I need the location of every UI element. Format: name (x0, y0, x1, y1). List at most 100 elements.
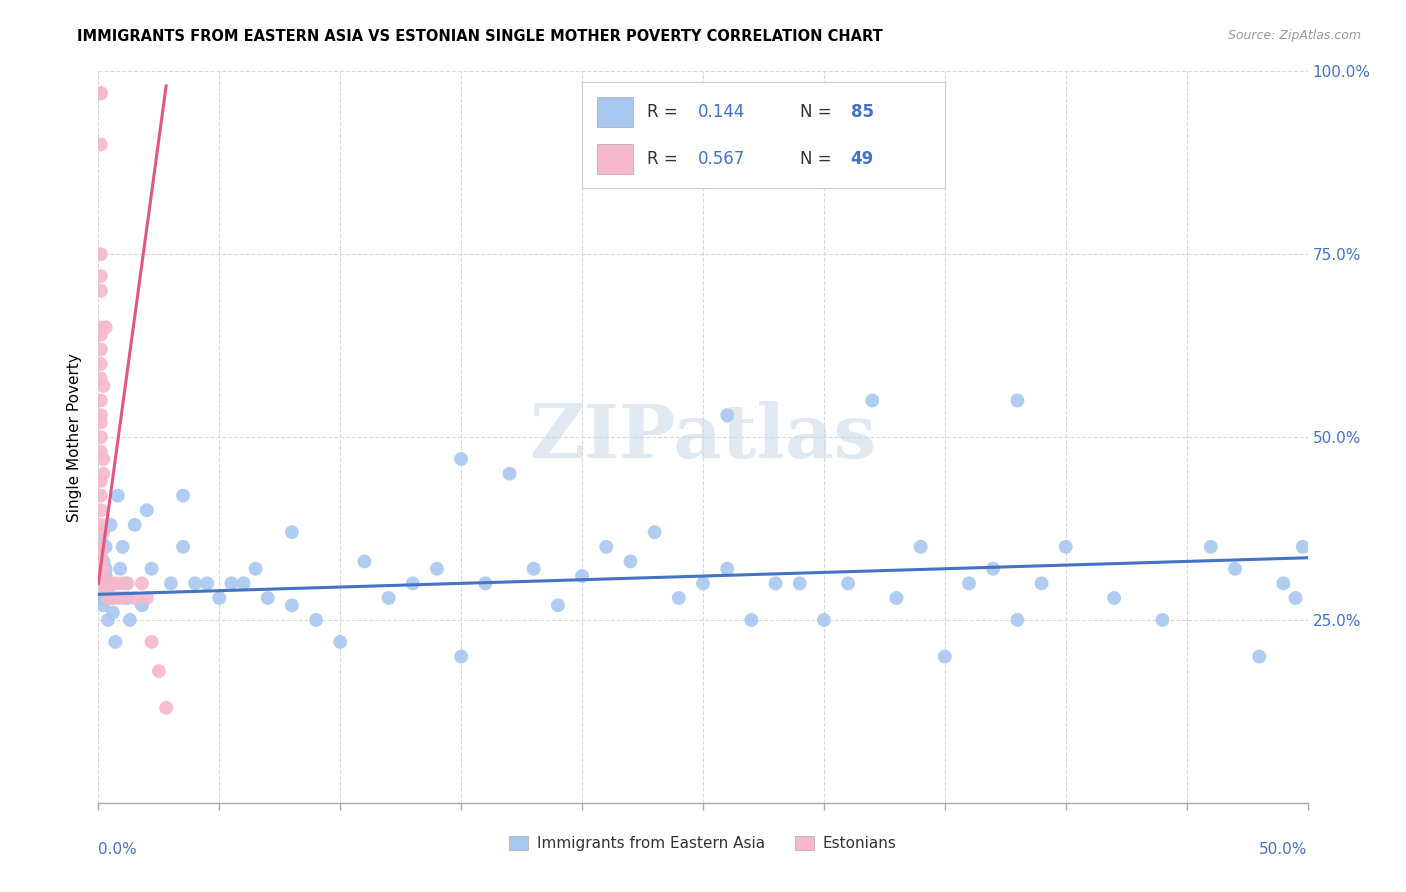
Point (221, 576, 243, 591)
Point (90, 503, 112, 517)
Point (91, 525, 114, 540)
Point (1199, 540, 1222, 554)
Point (1223, 562, 1246, 576)
Point (94, 540, 117, 554)
Point (114, 576, 136, 591)
Point (571, 569, 593, 583)
Point (100, 576, 122, 591)
Point (90, 327, 112, 342)
Point (305, 613, 328, 627)
Point (1152, 613, 1174, 627)
Point (94, 562, 117, 576)
Point (90, 569, 112, 583)
Point (377, 591, 399, 605)
Point (94, 576, 117, 591)
Point (1007, 613, 1029, 627)
Point (90, 489, 112, 503)
Point (118, 613, 141, 627)
Point (90, 357, 112, 371)
Point (90, 554, 112, 568)
Point (90, 269, 112, 284)
Point (91, 562, 114, 576)
Point (90, 408, 112, 422)
Point (1102, 591, 1125, 605)
Point (108, 562, 131, 576)
Point (860, 393, 883, 408)
Point (426, 562, 449, 576)
Point (813, 613, 835, 627)
Point (90, 430, 112, 444)
Point (789, 576, 811, 591)
Point (131, 599, 153, 613)
Point (91, 467, 114, 481)
Y-axis label: Single Mother Poverty: Single Mother Poverty (67, 352, 83, 522)
Point (90, 137, 112, 152)
Point (474, 576, 496, 591)
Point (91, 591, 114, 605)
Point (245, 562, 267, 576)
Point (90, 371, 112, 385)
Point (91, 576, 114, 591)
Point (208, 591, 231, 605)
Point (547, 599, 569, 613)
Point (402, 576, 425, 591)
Point (91, 562, 114, 576)
Point (1054, 540, 1077, 554)
Point (281, 599, 304, 613)
Point (155, 700, 177, 714)
Point (90, 533, 112, 547)
Point (595, 540, 617, 554)
Point (668, 591, 690, 605)
Point (107, 591, 129, 605)
Point (886, 591, 908, 605)
Point (135, 503, 157, 517)
Point (90, 576, 112, 591)
Point (160, 576, 183, 591)
Point (450, 649, 472, 664)
Point (90, 562, 112, 576)
Point (90, 284, 112, 298)
Point (619, 554, 641, 568)
Point (740, 613, 762, 627)
Text: ZIPatlas: ZIPatlas (530, 401, 876, 474)
Point (124, 517, 146, 532)
Point (107, 489, 129, 503)
Point (195, 576, 218, 591)
Point (101, 591, 124, 605)
Point (329, 635, 352, 649)
Point (94, 583, 117, 598)
Point (184, 576, 207, 591)
Point (256, 591, 278, 605)
Point (716, 408, 738, 422)
Point (172, 540, 194, 554)
Text: IMMIGRANTS FROM EASTERN ASIA VS ESTONIAN SINGLE MOTHER POVERTY CORRELATION CHART: IMMIGRANTS FROM EASTERN ASIA VS ESTONIAN… (77, 29, 883, 44)
Point (124, 591, 146, 605)
Point (90, 576, 112, 591)
Point (91, 452, 114, 467)
Point (90, 320, 112, 334)
Text: 50.0%: 50.0% (1260, 842, 1308, 856)
Point (90, 393, 112, 408)
Point (141, 635, 163, 649)
Point (90, 474, 112, 488)
Point (111, 540, 134, 554)
Point (148, 664, 170, 678)
Point (97, 576, 120, 591)
Point (90, 87, 112, 101)
Point (104, 576, 127, 591)
Point (94, 569, 117, 583)
Point (94, 576, 117, 591)
Point (716, 562, 738, 576)
Point (100, 517, 122, 532)
Point (90, 591, 112, 605)
Point (90, 416, 112, 430)
Point (90, 87, 112, 101)
Point (90, 547, 112, 561)
Point (1249, 649, 1271, 664)
Text: 0.0%: 0.0% (98, 842, 138, 856)
Point (765, 576, 787, 591)
Point (91, 599, 114, 613)
Point (644, 525, 666, 540)
Point (131, 576, 153, 591)
Point (91, 554, 114, 568)
